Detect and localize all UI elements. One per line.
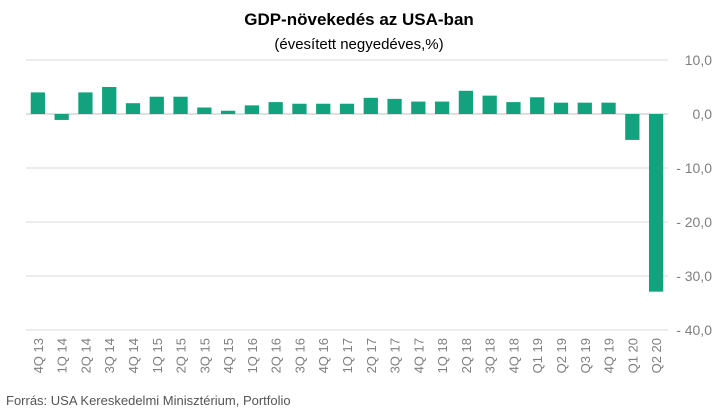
x-tick-label: 2Q 17	[364, 338, 379, 373]
bar	[530, 97, 545, 114]
source-note: Forrás: USA Kereskedelmi Minisztérium, P…	[6, 393, 291, 408]
x-tick-label: 1Q 16	[245, 338, 260, 373]
x-tick-label: 4Q 13	[31, 338, 46, 373]
bar	[125, 103, 141, 114]
bar	[482, 95, 497, 114]
bar	[411, 101, 426, 114]
bar	[244, 105, 260, 114]
bar	[387, 98, 402, 114]
bar	[553, 102, 569, 114]
x-tick-label: Q2 20	[649, 338, 664, 373]
x-tick-label: 4Q 18	[506, 338, 521, 373]
bar	[30, 92, 46, 114]
bar-layer	[30, 87, 664, 292]
bar	[648, 114, 664, 292]
x-tick-label: 4Q 19	[602, 338, 617, 373]
x-tick-label: 2Q 15	[174, 338, 189, 373]
bar	[268, 102, 283, 114]
bar	[339, 103, 355, 114]
bar	[149, 96, 164, 114]
x-tick-label: 3Q 16	[292, 338, 307, 373]
chart-title: GDP-növekedés az USA-ban	[244, 10, 474, 29]
bar	[506, 102, 521, 114]
bar	[54, 114, 69, 120]
x-tick-label: 3Q 15	[197, 338, 212, 373]
y-tick-label: - 10,0	[676, 160, 712, 176]
x-tick-label: 2Q 18	[459, 338, 474, 373]
x-tick-label: 3Q 17	[388, 338, 403, 373]
x-tick-label: 2Q 16	[269, 338, 284, 373]
x-axis-ticks: 4Q 13 1Q 14 2Q 14 3Q 14 4Q 14 1Q 15 2Q 15 3Q 15…	[31, 338, 664, 373]
bar	[434, 101, 450, 114]
bar	[197, 107, 212, 114]
x-tick-label: Q2 19	[554, 338, 569, 373]
y-tick-label: 10,0	[685, 52, 712, 68]
bar	[363, 97, 378, 114]
y-tick-label: - 20,0	[676, 214, 712, 230]
bar	[78, 92, 93, 114]
bar	[173, 96, 188, 114]
x-tick-label: 1Q 17	[340, 338, 355, 373]
bar	[601, 102, 616, 114]
bar	[316, 103, 331, 114]
bar	[102, 87, 117, 114]
x-tick-label: 3Q 14	[102, 338, 117, 373]
grid-layer	[26, 59, 668, 331]
x-tick-label: 2Q 14	[78, 338, 93, 373]
bar	[220, 110, 236, 114]
x-tick-label: 1Q 15	[150, 338, 165, 373]
y-axis-ticks: 10,0 0,0 - 10,0 - 20,0 - 30,0 - 40,0	[676, 52, 712, 338]
bar	[577, 102, 592, 114]
x-tick-label: 4Q 14	[126, 338, 141, 373]
x-tick-label: 1Q 14	[55, 338, 70, 373]
x-tick-label: 4Q 15	[221, 338, 236, 373]
bar	[458, 90, 474, 114]
x-tick-label: 1Q 18	[435, 338, 450, 373]
y-tick-label: 0,0	[693, 106, 713, 122]
x-tick-label: Q1 20	[625, 338, 640, 373]
x-tick-label: 4Q 16	[316, 338, 331, 373]
x-tick-label: Q3 19	[578, 338, 593, 373]
x-tick-label: 4Q 17	[411, 338, 426, 373]
y-tick-label: - 40,0	[676, 322, 712, 338]
x-tick-label: 3Q 18	[483, 338, 498, 373]
x-tick-label: Q1 19	[530, 338, 545, 373]
bar	[292, 103, 307, 114]
bar	[625, 114, 640, 140]
y-tick-label: - 30,0	[676, 268, 712, 284]
chart-subtitle: (évesített negyedéves,%)	[274, 36, 444, 53]
